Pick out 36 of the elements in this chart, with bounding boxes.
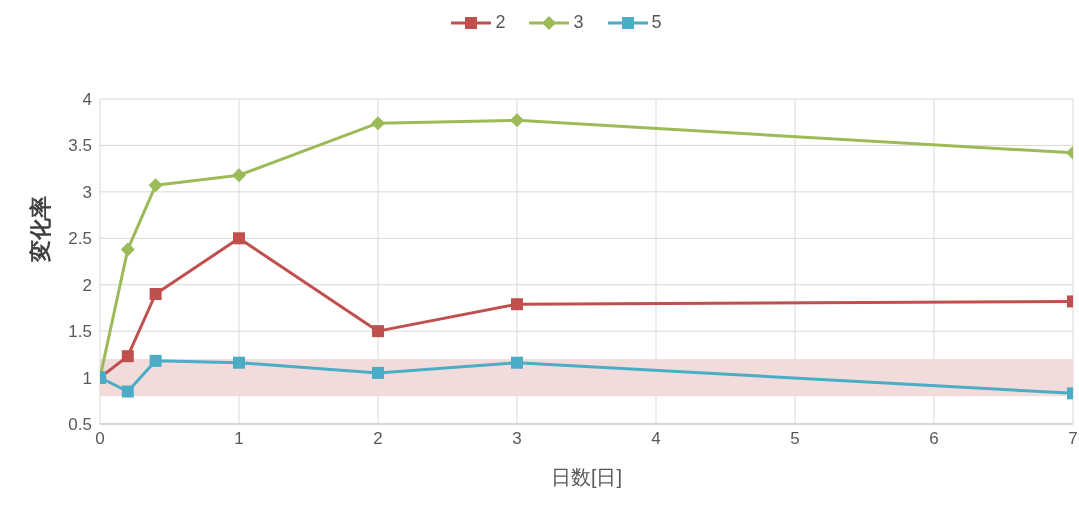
y-tick-label: 1	[82, 368, 92, 388]
point	[149, 288, 162, 300]
y-tick-label: 3.5	[68, 136, 92, 156]
x-tick-label: 3	[512, 429, 522, 449]
point	[511, 298, 523, 311]
point	[121, 385, 134, 398]
y-tick-label: 3	[82, 182, 92, 202]
point	[232, 168, 246, 183]
y-tick-label: 4	[82, 90, 92, 110]
point	[372, 366, 384, 379]
point	[371, 116, 385, 131]
x-tick-label: 1	[234, 429, 244, 449]
y-tick-label: 0.5	[68, 415, 92, 435]
y-tick-label: 2.5	[68, 229, 92, 249]
y-axis-title: 変化率	[27, 195, 53, 263]
point	[372, 325, 384, 338]
y-tick-label: 2	[82, 275, 92, 295]
point	[149, 354, 162, 367]
x-tick-label: 7	[1068, 429, 1078, 449]
point	[511, 356, 523, 369]
x-tick-label: 0	[95, 429, 105, 449]
x-tick-label: 6	[929, 429, 939, 449]
x-tick-label: 2	[373, 429, 383, 449]
point	[121, 350, 134, 363]
x-axis-title: 日数[日]	[550, 466, 623, 488]
y-tick-label: 1.5	[68, 322, 92, 342]
legend-label: 2	[494, 12, 506, 33]
point	[233, 356, 245, 369]
point	[510, 113, 524, 128]
point	[233, 232, 245, 245]
x-tick-label: 4	[651, 429, 661, 449]
legend-label: 5	[650, 12, 662, 33]
point	[120, 242, 135, 257]
point	[148, 178, 163, 193]
legend-label: 3	[572, 12, 584, 33]
x-tick-label: 5	[790, 429, 800, 449]
